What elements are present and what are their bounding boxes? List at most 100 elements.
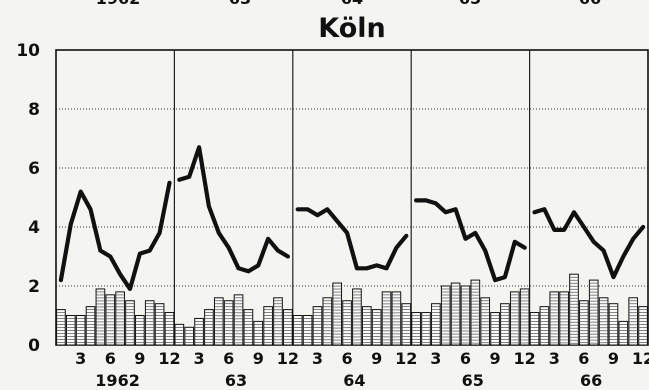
bar	[75, 315, 86, 346]
bar-rect	[174, 323, 185, 346]
bar-rect	[638, 306, 648, 346]
bar	[608, 303, 619, 346]
bar	[95, 288, 106, 346]
bar-rect	[480, 297, 491, 346]
bar-rect	[519, 288, 530, 346]
bar	[361, 306, 372, 346]
bar	[509, 291, 520, 346]
x-tick-label: 6	[460, 349, 471, 368]
bar	[292, 315, 303, 346]
bar-rect	[85, 306, 96, 346]
bar-rect	[608, 303, 619, 346]
x-tick-label: 9	[489, 349, 500, 368]
bar	[273, 297, 283, 346]
year-label: 63	[225, 371, 247, 390]
bar	[184, 326, 195, 346]
bar-rect	[381, 291, 392, 346]
bar	[569, 273, 579, 346]
x-tick-label: 9	[608, 349, 619, 368]
bar-rect	[194, 317, 204, 346]
bar	[154, 303, 165, 346]
bar	[381, 291, 392, 346]
bar	[322, 297, 333, 346]
bar	[440, 285, 451, 346]
bar	[411, 312, 421, 346]
bar	[470, 279, 481, 346]
bar-rect	[509, 291, 520, 346]
bar	[401, 303, 412, 346]
bar-rect	[125, 300, 135, 346]
bar-rect	[411, 312, 421, 346]
y-tick-label: 0	[28, 336, 40, 356]
bar	[144, 300, 155, 346]
line-year-segment	[177, 145, 290, 274]
bar	[233, 294, 244, 346]
bar-rect	[500, 303, 510, 346]
bar-rect	[164, 312, 175, 346]
bar	[450, 282, 461, 346]
bar-rect	[342, 300, 352, 346]
x-tick-label: 6	[341, 349, 352, 368]
bars	[56, 273, 648, 346]
bar	[253, 320, 264, 346]
bar	[460, 285, 471, 346]
bar	[559, 291, 569, 346]
bar	[302, 315, 313, 346]
bar	[56, 309, 66, 346]
bar-rect	[450, 282, 461, 346]
x-tick-label: 3	[75, 349, 86, 368]
top-year-label: 64	[341, 0, 363, 8]
bar	[204, 309, 214, 346]
bar-rect	[105, 294, 116, 346]
bar-rect	[628, 297, 639, 346]
bar-rect	[273, 297, 283, 346]
bar-rect	[598, 297, 609, 346]
bar	[164, 312, 175, 346]
bar	[391, 291, 402, 346]
bar-rect	[490, 312, 500, 346]
bar	[618, 320, 629, 346]
x-tick-label: 12	[632, 349, 649, 368]
bar	[500, 303, 510, 346]
bar-rect	[233, 294, 244, 346]
year-label: 65	[462, 371, 484, 390]
bar	[125, 300, 135, 346]
bar-rect	[332, 282, 343, 346]
x-tick-label: 9	[371, 349, 382, 368]
x-tick-label: 12	[277, 349, 299, 368]
bar	[65, 315, 76, 346]
bar-rect	[223, 300, 234, 346]
top-year-label: 1962	[96, 0, 141, 8]
bar-rect	[440, 285, 451, 346]
bar	[174, 323, 185, 346]
bar	[115, 291, 125, 346]
bar-rect	[312, 306, 323, 346]
bar	[194, 317, 204, 346]
bar	[628, 297, 639, 346]
bar	[135, 315, 145, 346]
bar-rect	[213, 297, 224, 346]
x-tick-label: 6	[578, 349, 589, 368]
bar	[283, 309, 293, 346]
bar	[549, 291, 560, 346]
x-tick-label: 12	[158, 349, 180, 368]
bar	[213, 297, 224, 346]
line-year-segment	[532, 207, 646, 280]
x-tick-label: 9	[253, 349, 264, 368]
y-tick-label: 10	[16, 41, 40, 61]
x-tick-label: 6	[105, 349, 116, 368]
y-tick-label: 2	[28, 277, 40, 297]
bar	[243, 309, 254, 346]
bar	[263, 306, 273, 346]
bar-rect	[529, 312, 540, 346]
bar-rect	[95, 288, 106, 346]
bar-rect	[361, 306, 372, 346]
bar-rect	[322, 297, 333, 346]
bar	[223, 300, 234, 346]
bar	[539, 306, 550, 346]
bar	[588, 279, 599, 346]
grid	[55, 49, 649, 346]
bar	[85, 306, 96, 346]
bar-rect	[401, 303, 412, 346]
